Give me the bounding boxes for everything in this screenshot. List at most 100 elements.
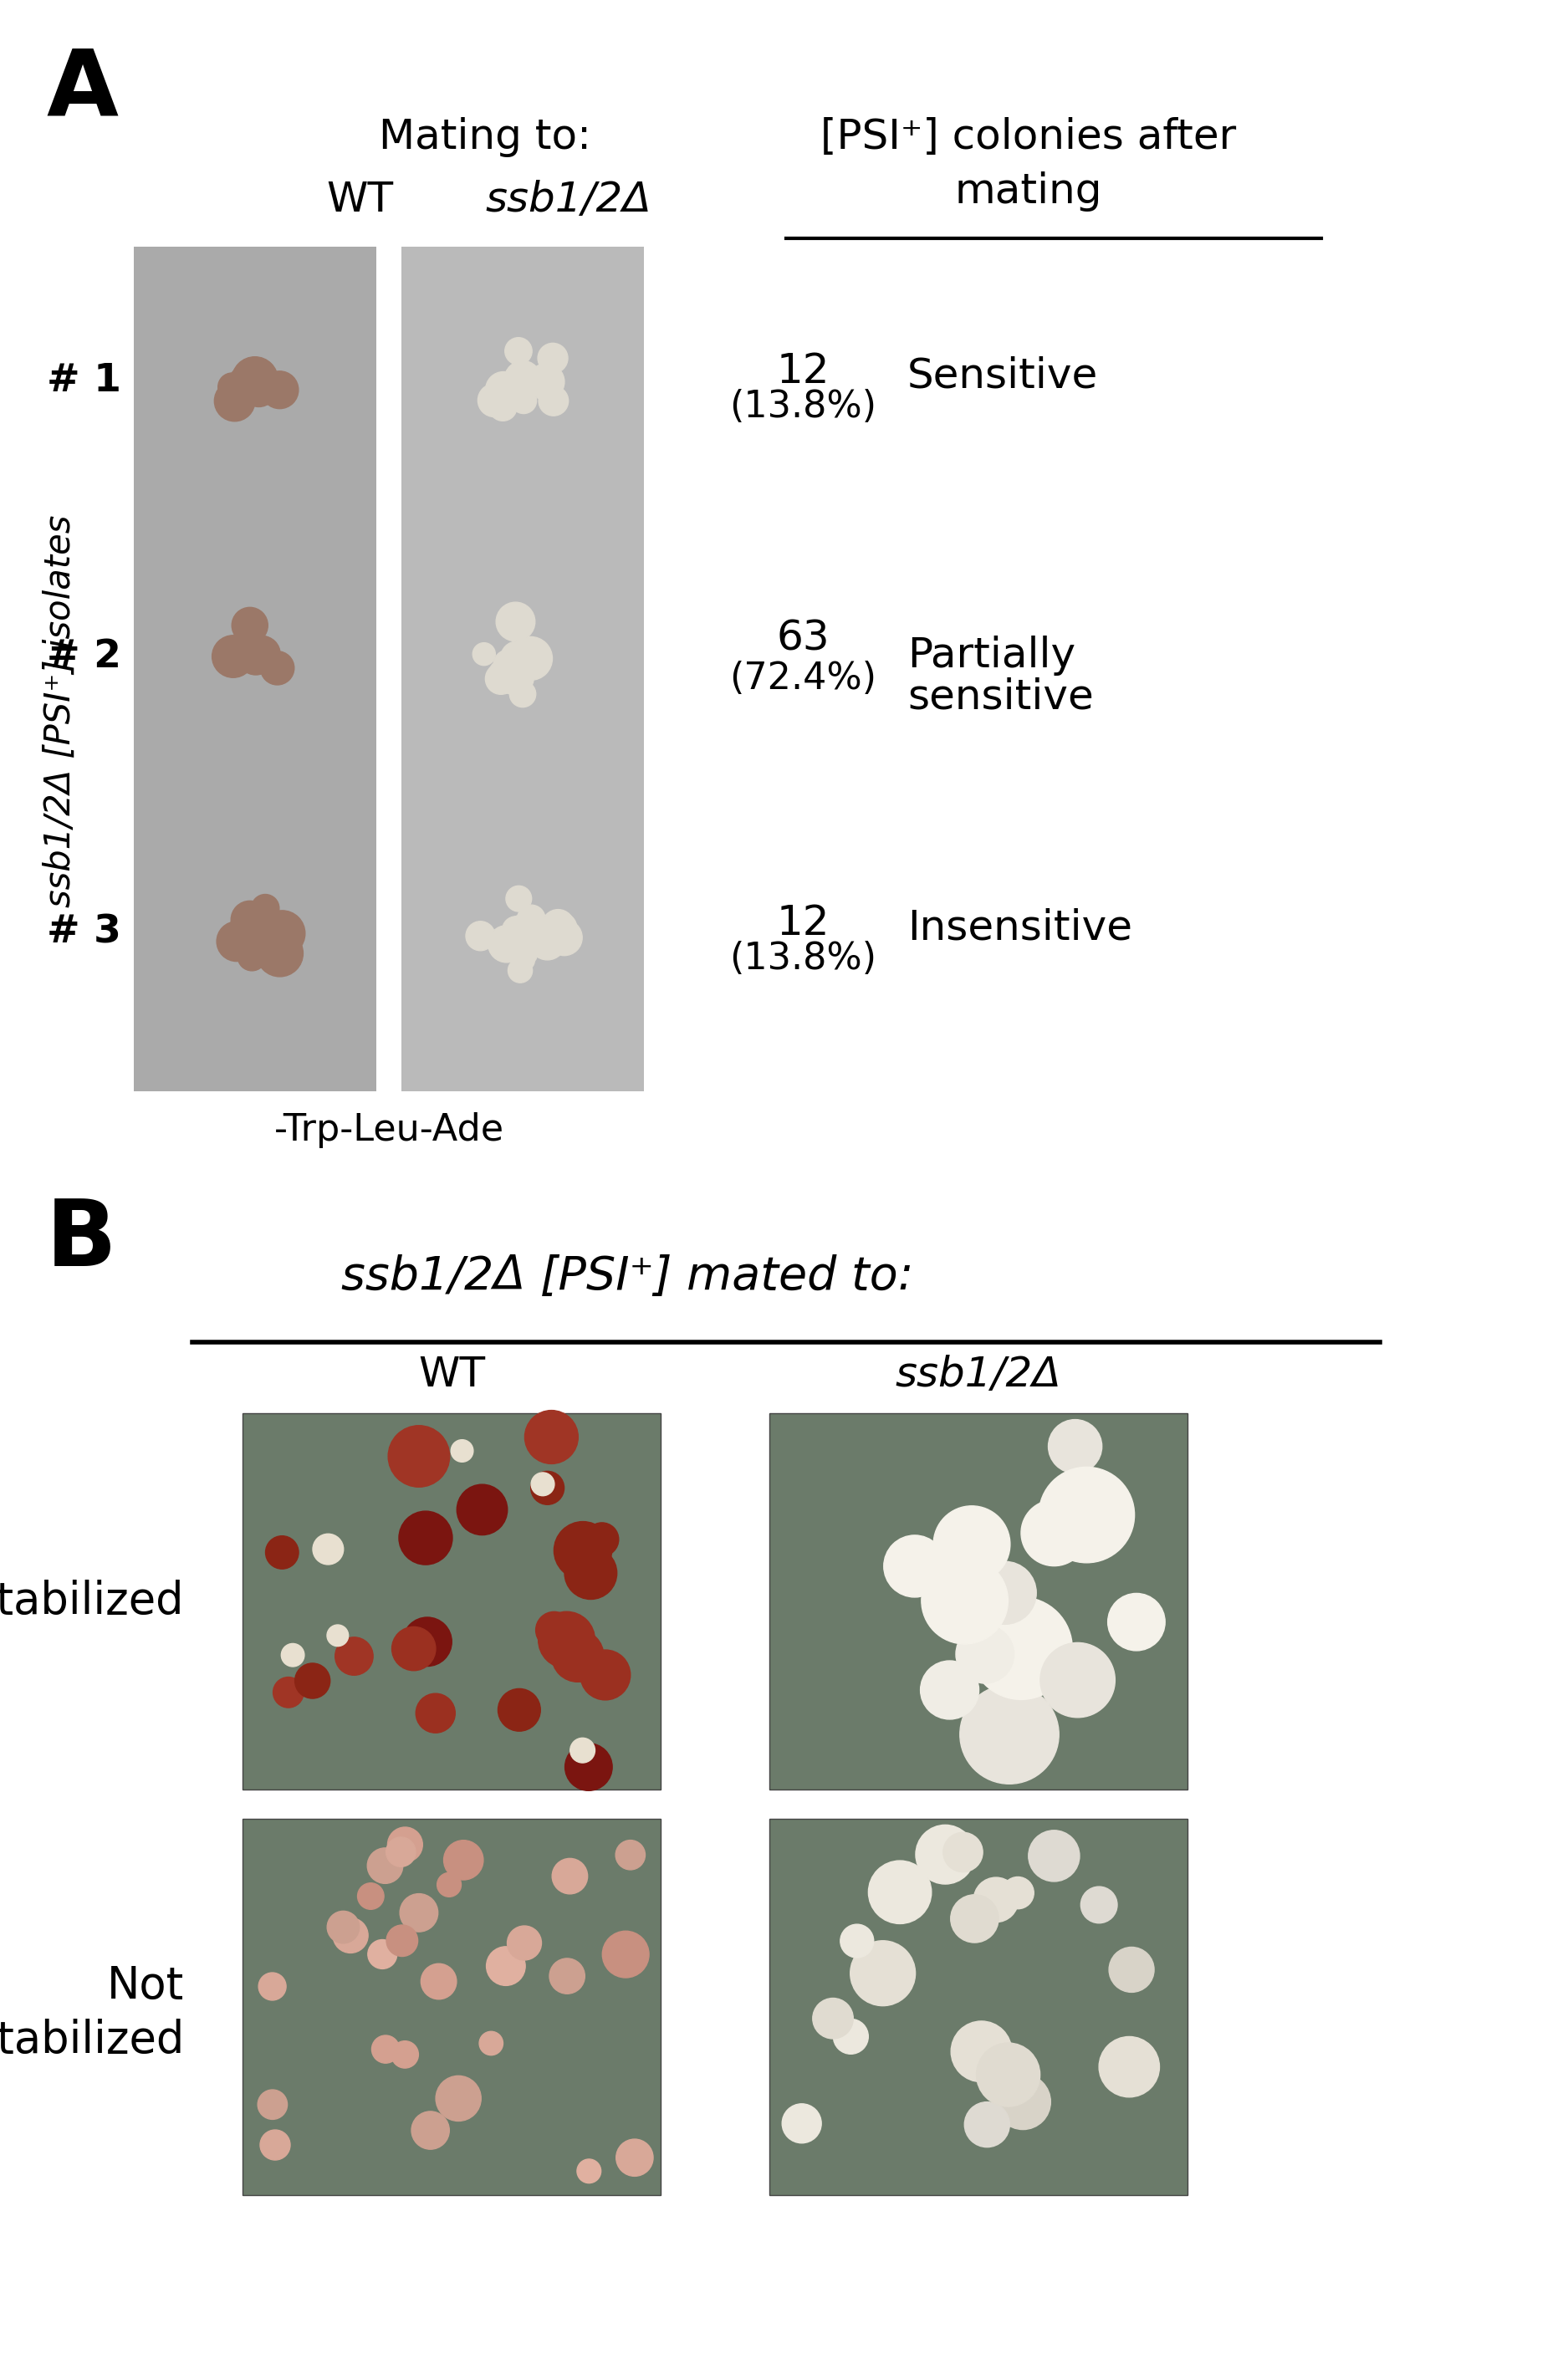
- Text: 63: 63: [776, 618, 829, 658]
- Text: ssb1/2Δ: ssb1/2Δ: [486, 179, 652, 219]
- Circle shape: [398, 1512, 453, 1564]
- Text: [PSI⁺] colonies after: [PSI⁺] colonies after: [820, 118, 1237, 158]
- Circle shape: [478, 385, 511, 418]
- Circle shape: [389, 1425, 450, 1486]
- Circle shape: [466, 922, 495, 951]
- Circle shape: [840, 1925, 873, 1958]
- Text: Partially: Partially: [908, 635, 1076, 675]
- Circle shape: [420, 1963, 456, 1998]
- Circle shape: [295, 1663, 331, 1698]
- Circle shape: [499, 1689, 541, 1732]
- Circle shape: [564, 1743, 612, 1790]
- Circle shape: [227, 366, 267, 403]
- Circle shape: [237, 913, 273, 951]
- Text: ssb1/2Δ [PSI⁺] isolates: ssb1/2Δ [PSI⁺] isolates: [42, 514, 78, 908]
- Circle shape: [511, 948, 535, 972]
- Circle shape: [964, 2102, 1010, 2147]
- Circle shape: [543, 911, 574, 941]
- Text: 12: 12: [776, 903, 829, 944]
- Circle shape: [514, 653, 535, 675]
- Text: Insensitive: Insensitive: [908, 908, 1132, 948]
- Circle shape: [386, 1838, 416, 1866]
- Circle shape: [971, 1597, 1073, 1698]
- Circle shape: [230, 901, 268, 939]
- Circle shape: [218, 373, 246, 401]
- Circle shape: [510, 649, 530, 670]
- Circle shape: [916, 1826, 975, 1885]
- Circle shape: [392, 2041, 419, 2069]
- Circle shape: [1080, 1887, 1118, 1923]
- Bar: [133, 248, 376, 1092]
- Circle shape: [260, 370, 298, 408]
- Circle shape: [245, 370, 276, 403]
- Circle shape: [538, 342, 568, 373]
- Circle shape: [996, 2074, 1051, 2130]
- Circle shape: [986, 2050, 1024, 2088]
- Circle shape: [238, 642, 268, 672]
- Circle shape: [281, 1644, 304, 1665]
- Circle shape: [1040, 1642, 1115, 1717]
- Circle shape: [386, 1925, 417, 1956]
- Circle shape: [260, 651, 295, 684]
- Circle shape: [245, 637, 281, 672]
- Circle shape: [230, 901, 273, 944]
- Circle shape: [538, 1611, 594, 1668]
- Text: (13.8%): (13.8%): [729, 389, 877, 425]
- Circle shape: [505, 337, 532, 366]
- Circle shape: [1049, 1420, 1102, 1474]
- Circle shape: [486, 1946, 525, 1986]
- Circle shape: [499, 649, 532, 682]
- Circle shape: [444, 1840, 483, 1880]
- Circle shape: [237, 637, 274, 675]
- Circle shape: [260, 2130, 290, 2161]
- Bar: [243, 1819, 660, 2196]
- Circle shape: [257, 2090, 287, 2118]
- Text: (13.8%): (13.8%): [729, 941, 877, 977]
- Circle shape: [265, 1536, 298, 1569]
- Circle shape: [416, 1694, 455, 1734]
- Circle shape: [558, 1614, 590, 1647]
- Circle shape: [238, 363, 265, 392]
- Circle shape: [933, 1505, 1010, 1583]
- Circle shape: [532, 1472, 564, 1505]
- Text: (72.4%): (72.4%): [729, 661, 877, 696]
- Circle shape: [488, 658, 524, 694]
- Circle shape: [1107, 1592, 1165, 1651]
- Circle shape: [577, 2158, 601, 2182]
- Circle shape: [580, 1649, 630, 1701]
- Circle shape: [552, 1630, 604, 1682]
- Bar: [401, 248, 644, 1092]
- Circle shape: [525, 1411, 579, 1465]
- Circle shape: [243, 913, 274, 944]
- Text: -Trp-Leu-Ade: -Trp-Leu-Ade: [274, 1111, 503, 1149]
- Circle shape: [536, 1611, 572, 1649]
- Circle shape: [489, 394, 517, 420]
- Circle shape: [332, 1918, 368, 1953]
- Circle shape: [952, 2022, 1011, 2083]
- Circle shape: [506, 915, 538, 946]
- Circle shape: [552, 1859, 588, 1894]
- Circle shape: [488, 925, 525, 962]
- Circle shape: [506, 1925, 541, 1960]
- Circle shape: [241, 370, 276, 406]
- Circle shape: [392, 1628, 436, 1670]
- Circle shape: [411, 2111, 450, 2149]
- Circle shape: [243, 932, 276, 965]
- Circle shape: [238, 941, 267, 972]
- Circle shape: [850, 1941, 916, 2005]
- Circle shape: [1002, 1878, 1033, 1908]
- Circle shape: [486, 373, 521, 408]
- Circle shape: [920, 1661, 978, 1720]
- Text: Destabilized: Destabilized: [0, 1581, 183, 1623]
- Text: Not: Not: [107, 1965, 183, 2008]
- Circle shape: [616, 1840, 644, 1871]
- Bar: [770, 1819, 1187, 2196]
- Circle shape: [508, 937, 538, 967]
- Circle shape: [358, 1882, 384, 1908]
- Circle shape: [944, 1833, 983, 1873]
- Circle shape: [524, 368, 549, 396]
- Circle shape: [328, 1625, 348, 1647]
- Circle shape: [564, 1548, 616, 1599]
- Circle shape: [1109, 1946, 1154, 1993]
- Text: mating: mating: [955, 172, 1102, 212]
